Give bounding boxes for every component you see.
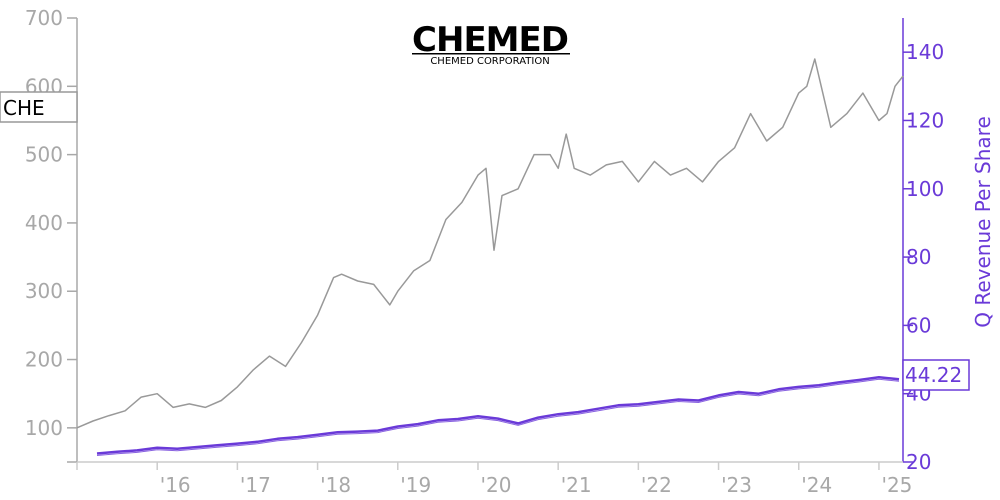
- right-axis-title: Q Revenue Per Share: [971, 116, 995, 328]
- ticker-label: CHE: [3, 96, 45, 120]
- bottom-tick-label: '25: [881, 473, 912, 497]
- left-tick-label: 500: [25, 143, 63, 167]
- bottom-tick-label: '16: [160, 473, 191, 497]
- right-tick-label: 20: [906, 450, 931, 474]
- revenue-trend-line: [96, 378, 900, 456]
- series-layer: [76, 58, 904, 456]
- right-tick-label: 60: [906, 313, 931, 337]
- left-tick-label: 700: [25, 6, 63, 30]
- bottom-tick-label: '22: [641, 473, 672, 497]
- right-tick-label: 80: [906, 245, 931, 269]
- ticker-box: [0, 91, 78, 123]
- right-tick-label: 100: [906, 177, 944, 201]
- ticker-badge: CHE: [0, 91, 78, 123]
- bottom-tick-label: '17: [240, 473, 271, 497]
- logo-subtitle: CHEMED CORPORATION: [430, 56, 549, 67]
- right-tick-label: 140: [906, 40, 944, 64]
- last-value-box: [902, 359, 970, 391]
- bottom-tick-label: '23: [721, 473, 752, 497]
- right-tick-label: 120: [906, 108, 944, 132]
- left-tick-label: 100: [25, 416, 63, 440]
- chemed-logo: CHEMED CHEMED CORPORATION: [412, 20, 570, 67]
- bottom-tick-label: '19: [400, 473, 431, 497]
- logo-underline: [412, 53, 570, 55]
- left-tick-label: 200: [25, 348, 63, 372]
- revenue-series-line: [96, 376, 900, 455]
- bottom-tick-label: '21: [561, 473, 592, 497]
- left-tick-label: 300: [25, 279, 63, 303]
- bottom-axis-ticks: '16 '17 '18 '19 '20 '21 '22 '23 '24 '25: [76, 462, 912, 497]
- bottom-tick-label: '20: [480, 473, 511, 497]
- last-value-label: 44.22: [905, 363, 962, 387]
- bottom-tick-label: '18: [320, 473, 351, 497]
- last-value-badge: 44.22: [902, 359, 970, 391]
- price-series-line: [76, 58, 904, 429]
- bottom-tick-label: '24: [801, 473, 832, 497]
- left-tick-label: 400: [25, 211, 63, 235]
